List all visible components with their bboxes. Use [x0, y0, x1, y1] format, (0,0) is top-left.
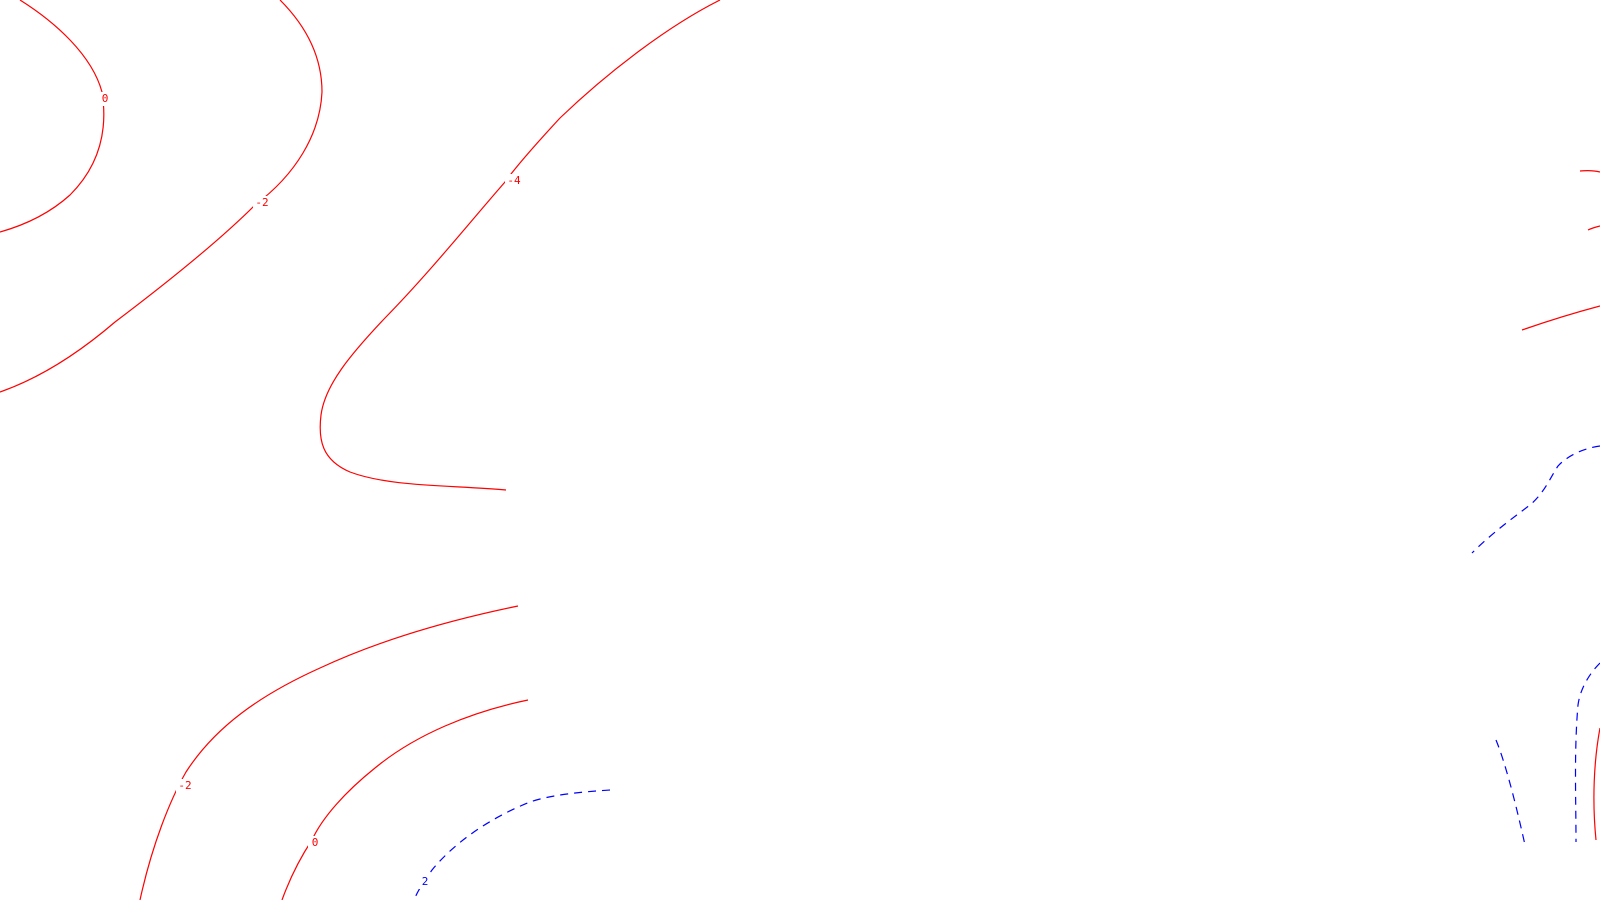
label-background [505, 174, 523, 188]
label-background [418, 875, 432, 889]
contour-fragment-right-positive-bottom [1495, 739, 1526, 846]
contour-label-neg2-top-left: -2 [255, 196, 268, 209]
contour-fragment-right-positive-middle [1471, 445, 1600, 554]
contour-fragment-right-upper [1579, 169, 1600, 173]
contour-label-0-top-left: 0 [102, 92, 109, 105]
contour-label-2-bottom-center: 2 [422, 875, 429, 888]
label-background [253, 196, 271, 210]
label-background [98, 92, 112, 106]
contour-line-level-0-top-left [0, 0, 105, 233]
contour-fragment-right-positive-lower [1574, 662, 1600, 843]
contour-label-0-bottom-left: 0 [312, 836, 319, 849]
contour-fragment-right-middle [1521, 305, 1600, 331]
contour-line-level-0-bottom-left [281, 699, 529, 900]
contour-label-neg2-bottom-left: -2 [178, 779, 191, 792]
contour-line-level-neg2-top-left [0, 0, 323, 393]
contour-fragment-right-upper-second [1587, 225, 1600, 231]
contour-labels: 0 -2 -4 -2 0 2 [98, 92, 523, 889]
label-background [308, 836, 322, 850]
contour-fragment-right-lower [1593, 727, 1600, 841]
contour-line-level-neg2-bottom-left [139, 605, 519, 900]
contour-label-neg4-top-center: -4 [507, 174, 521, 187]
label-background [176, 779, 194, 793]
contour-line-level-neg4-upper [319, 0, 721, 491]
